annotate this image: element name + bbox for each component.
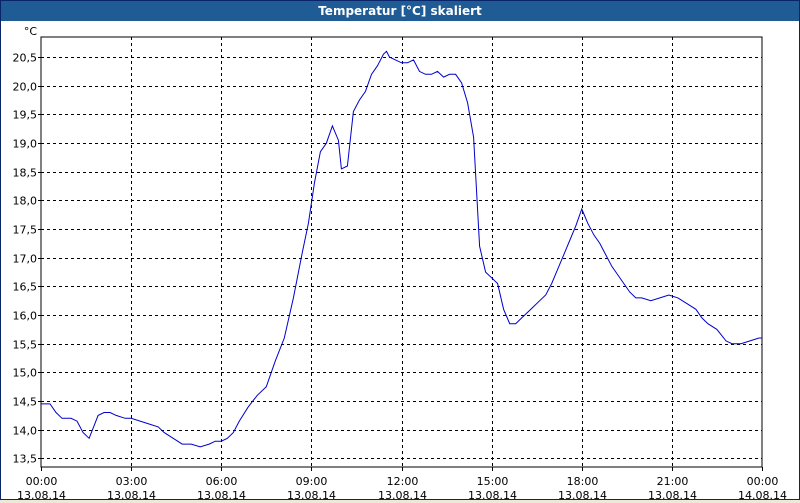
y-tick-label: 15,5 (13, 339, 38, 352)
window-title: Temperatur [°C] skaliert (1, 1, 799, 21)
x-tick-date-label: 13.08.14 (468, 489, 517, 499)
y-tick-label: 17,0 (13, 253, 38, 266)
y-tick-label: 14,0 (13, 425, 38, 438)
x-tick-date-label: 13.08.14 (107, 489, 156, 499)
y-tick-label: 16,5 (13, 281, 38, 294)
y-tick-label: 18,0 (13, 195, 38, 208)
x-tick-date-label: 14.08.14 (738, 489, 787, 499)
y-tick-label: 16,0 (13, 310, 38, 323)
axes-layer (38, 36, 763, 471)
y-tick-label: 19,0 (13, 138, 38, 151)
series-layer (41, 50, 762, 448)
y-tick-label: 19,5 (13, 109, 38, 122)
y-tick-label: 15,0 (13, 367, 38, 380)
plot-frame (40, 36, 763, 468)
x-tick-date-label: 13.08.14 (287, 489, 336, 499)
x-tick-date-label: 13.08.14 (378, 489, 427, 499)
temperature-series-line (41, 50, 762, 448)
y-tick-label: 17,5 (13, 224, 38, 237)
y-tick-label: 20,5 (13, 52, 38, 65)
y-tick-label: 14,5 (13, 396, 38, 409)
x-tick-time-label: 06:00 (206, 475, 238, 488)
temperature-chart: 13,5 14,0 14,5 15,0 15,5 16,0 16,5 17,0 17,5 18,0… (13, 25, 787, 502)
y-tick-label: 18,5 (13, 167, 38, 180)
x-tick-date-label: 13.08.14 (197, 489, 246, 499)
y-axis-label: °C (24, 25, 38, 38)
y-tick-label: 13,5 (13, 453, 38, 466)
x-tick-time-label: 15:00 (477, 475, 509, 488)
x-tick-time-label: 09:00 (296, 475, 328, 488)
x-tick-time-label: 00:00 (747, 475, 779, 488)
x-tick-date-label: 13.08.14 (558, 489, 607, 499)
x-tick-time-label: 00:00 (26, 475, 58, 488)
x-tick-date-label: 13.08.14 (17, 489, 66, 499)
y-tick-label: 20,0 (13, 81, 38, 94)
grid-layer (41, 37, 762, 467)
x-tick-time-label: 03:00 (116, 475, 148, 488)
x-tick-time-label: 18:00 (567, 475, 599, 488)
x-tick-date-label: 13.08.14 (648, 489, 697, 499)
chart-area: 13,5 14,0 14,5 15,0 15,5 16,0 16,5 17,0 17,5 18,0… (1, 21, 799, 502)
x-tick-time-label: 21:00 (657, 475, 689, 488)
labels-layer: 13,5 14,0 14,5 15,0 15,5 16,0 16,5 17,0 17,5 18,0… (13, 25, 787, 502)
x-tick-time-label: 12:00 (387, 475, 419, 488)
